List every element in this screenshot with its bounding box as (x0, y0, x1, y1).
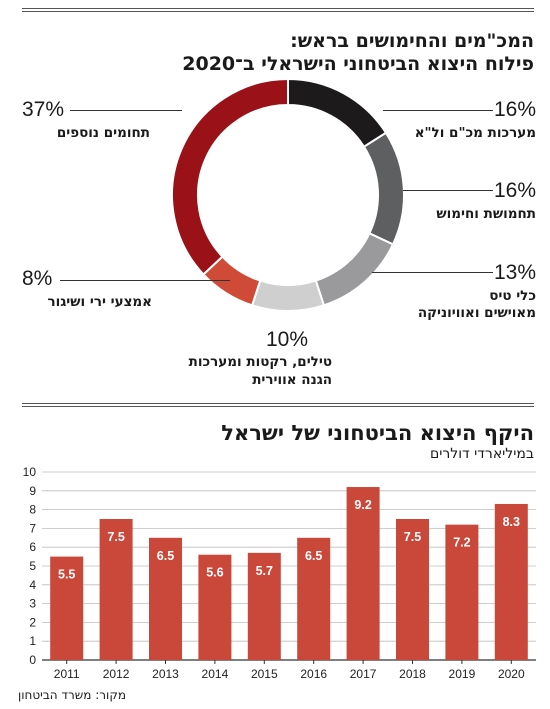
y-tick-label: 1 (29, 634, 36, 648)
bar-value-label: 6.5 (305, 549, 322, 563)
x-tick-label: 2017 (350, 667, 377, 681)
segment-0-label: מערכות מכ"ם ול"א (414, 125, 536, 141)
donut-segment-0 (287, 77, 388, 149)
bar-2017 (346, 487, 380, 660)
segment-2-leader (372, 272, 493, 273)
bars-title: היקף היצוא הביטחוני של ישראל (221, 421, 534, 445)
x-tick-label: 2019 (449, 667, 476, 681)
bar-value-label: 9.2 (354, 498, 371, 512)
donut-segment-5 (171, 77, 289, 276)
y-tick-label: 9 (29, 484, 36, 498)
segment-1-label: תחמושת וחימוש (436, 206, 536, 222)
donut-title-line2: פילוח היצוא הביטחוני הישראלי ב־2020 (182, 53, 534, 75)
y-tick-label: 10 (23, 465, 37, 479)
segment-4-percent: 8% (22, 267, 53, 290)
bar-2019 (445, 524, 479, 660)
segment-5-percent: 37% (22, 98, 65, 121)
y-tick-label: 5 (29, 559, 36, 573)
x-tick-label: 2018 (399, 667, 426, 681)
bar-2012 (99, 519, 133, 660)
y-tick-label: 3 (29, 597, 36, 611)
segment-5-label: תחומים נוספים (56, 125, 150, 141)
segment-0-percent: 16% (493, 98, 536, 121)
source-note: מקור: משרד הביטחון (18, 688, 126, 702)
donut-segment-2 (314, 231, 395, 307)
top-rule (22, 8, 534, 12)
x-tick-label: 2016 (300, 667, 327, 681)
segment-3-percent: 10% (266, 328, 309, 351)
segment-2-label-line1: כלי טיס (489, 288, 536, 304)
segment-2-label-line2: מאוישים ואוויוניקה (417, 305, 536, 321)
bar-2015 (247, 552, 281, 660)
y-tick-label: 6 (29, 540, 36, 554)
segment-0-leader (383, 110, 493, 111)
x-tick-label: 2011 (54, 667, 80, 681)
bar-value-label: 7.5 (107, 530, 124, 544)
segment-4-label: אמצעי ירי ושיגור (47, 294, 153, 310)
bar-value-label: 6.5 (157, 549, 174, 563)
donut-chart (171, 77, 405, 312)
donut-segment-1 (362, 131, 405, 246)
bar-2018 (396, 519, 429, 660)
segment-5-leader (70, 110, 182, 111)
y-tick-label: 0 (29, 653, 36, 667)
bar-value-label: 5.5 (58, 568, 75, 582)
section-rule (22, 403, 534, 407)
y-tick-label: 4 (29, 578, 36, 592)
segment-3-label-line2: הגנה אווירית (252, 372, 332, 388)
y-tick-label: 2 (29, 615, 36, 629)
bar-value-label: 7.2 (453, 536, 470, 550)
bar-2011 (50, 556, 84, 660)
bar-value-label: 8.3 (503, 515, 520, 529)
y-tick-label: 8 (29, 503, 36, 517)
x-tick-label: 2020 (498, 667, 525, 681)
y-tick-label: 7 (29, 521, 36, 535)
segment-1-leader (403, 190, 493, 191)
x-tick-label: 2014 (202, 667, 229, 681)
bar-value-label: 5.7 (256, 564, 273, 578)
bar-2016 (297, 537, 331, 660)
bar-value-label: 5.6 (206, 566, 223, 580)
bars-subtitle: במיליארדי דולרים (429, 446, 534, 462)
bar-value-label: 7.5 (404, 530, 421, 544)
segment-1-percent: 16% (493, 179, 536, 202)
x-tick-label: 2013 (152, 667, 179, 681)
x-tick-label: 2012 (103, 667, 130, 681)
bar-2013 (149, 537, 182, 660)
segment-2-percent: 13% (493, 261, 536, 284)
x-tick-label: 2015 (251, 667, 278, 681)
bar-2014 (198, 554, 232, 660)
donut-segment-3 (250, 279, 326, 312)
segment-4-leader (60, 280, 230, 281)
bar-2020 (494, 503, 528, 660)
donut-title-line1: המכ"מים והחימושים בראש: (290, 30, 534, 52)
bar-chart: 0 1 2 3 4 5 6 7 8 9 10 5.5 2011 7.5 2012 6.5 2013 5.6 2014… (23, 465, 536, 681)
segment-3-label-line1: טילים, רקטות ומערכות (188, 354, 332, 370)
